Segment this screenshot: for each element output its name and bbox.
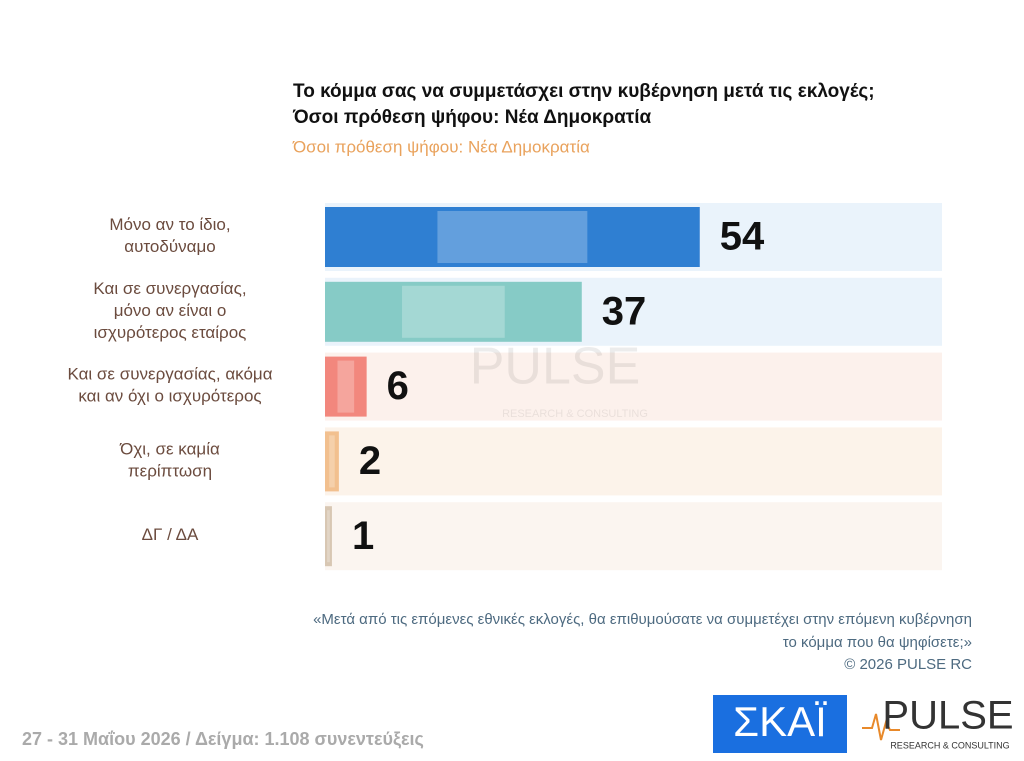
value-label: 37 [602, 289, 647, 333]
pulse-logo-sub: RESEARCH & CONSULTING [890, 740, 1009, 750]
bar-highlight [437, 211, 588, 263]
note: το κόμμα που θα ψηφίσετε;» [783, 634, 972, 651]
bar-highlight [337, 360, 355, 413]
bar-highlight [327, 510, 330, 563]
category-label: Και σε συνεργασίας, μόνο αν είναι ο ισχυρό… [93, 279, 246, 342]
footer: 27 - 31 Μαΐου 2026 / Δείγμα: 1.108 συνεν… [22, 729, 424, 750]
value-label: 6 [387, 364, 409, 408]
bar [325, 431, 339, 492]
chart-subtitle: Όσοι πρόθεση ψήφου: Νέα Δημοκρατία [292, 137, 590, 156]
row-background [325, 427, 942, 496]
category-label: ΔΓ / ΔΑ [142, 526, 199, 545]
watermark: RESEARCH & CONSULTING [502, 408, 648, 420]
bar [325, 281, 582, 342]
bar-highlight [329, 435, 335, 488]
category-label: Όχι, σε καμία περίπτωση [119, 440, 220, 481]
value-label: 1 [352, 514, 374, 558]
row-background [325, 502, 942, 571]
category-label: Μόνο αν το ίδιο, αυτοδύναμο [109, 215, 230, 256]
value-label: 54 [720, 215, 765, 259]
bar-highlight [402, 285, 505, 338]
row-background [325, 352, 942, 421]
bar [325, 207, 700, 267]
skai-logo-text: ΣΚΑΪ [733, 698, 827, 745]
skai-logo [713, 695, 847, 753]
pulse-logo: PULSE [882, 694, 1013, 738]
copyright: © 2026 PULSE RC [844, 656, 972, 673]
bar [325, 356, 367, 417]
category-label: Και σε συνεργασίας, ακόμα και αν όχι ο ισ… [67, 365, 272, 406]
note: «Μετά από τις επόμενες εθνικές εκλογές, … [313, 611, 972, 628]
watermark: PULSE [470, 338, 641, 396]
chart-title: Το κόμμα σας να συμμετάσχει στην κυβέρνη… [293, 81, 875, 102]
chart-title: Όσοι πρόθεση ψήφου: Νέα Δημοκρατία [292, 107, 652, 128]
pulse-logo-line [862, 713, 900, 741]
value-label: 2 [359, 439, 381, 483]
bar [325, 506, 332, 567]
